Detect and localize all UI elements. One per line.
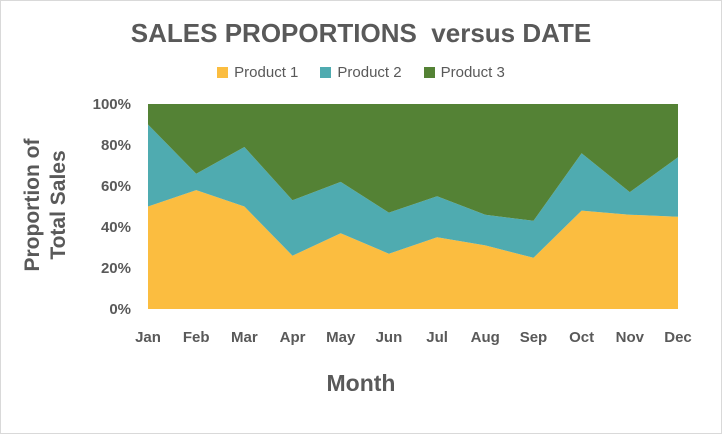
y-tick-label: 20% (101, 260, 131, 277)
legend-item-product-3: Product 3 (423, 64, 505, 81)
y-tick-label: 0% (109, 301, 131, 318)
x-tick-label: Jan (135, 329, 161, 346)
y-tick-labels: 0% 20% 40% 60% 80% 100% (93, 96, 131, 318)
x-tick-label: May (326, 329, 356, 346)
x-tick-label: Dec (664, 329, 692, 346)
y-tick-label: 80% (101, 137, 131, 154)
x-tick-label: Jul (426, 329, 448, 346)
x-tick-label: Apr (280, 329, 306, 346)
x-tick-label: Feb (183, 329, 210, 346)
x-tick-label: Mar (231, 329, 258, 346)
x-tick-label: Nov (616, 329, 645, 346)
area-product-2 (148, 124, 678, 258)
area-layers (148, 104, 678, 309)
area-product-1 (148, 190, 678, 309)
legend-label-product-1: Product 1 (234, 64, 299, 81)
legend-label-product-2: Product 2 (337, 64, 402, 81)
legend-item-product-1: Product 1 (217, 64, 298, 81)
chart-legend: Product 1 Product 2 Product 3 (0, 64, 722, 81)
chart-title: SALES PROPORTIONS versus DATE (130, 18, 592, 48)
legend-swatch-product-1 (217, 67, 229, 78)
x-tick-labels: Jan Feb Mar Apr May Jun Jul Aug Sep Oct Nov Dec (135, 329, 692, 346)
area-product-3 (148, 104, 678, 221)
legend-swatch-product-2 (320, 67, 332, 78)
x-tick-label: Sep (520, 329, 548, 346)
legend-item-product-2: Product 2 (320, 64, 402, 81)
x-tick-label: Oct (569, 329, 594, 346)
x-tick-label: Aug (471, 329, 500, 346)
y-tick-label: 40% (101, 219, 131, 236)
y-tick-label: 100% (93, 96, 131, 113)
x-tick-label: Jun (376, 329, 403, 346)
legend-label-product-3: Product 3 (440, 64, 505, 81)
legend-swatch-product-3 (423, 67, 435, 78)
y-tick-label: 60% (101, 178, 131, 195)
x-axis-label: Month (326, 370, 396, 396)
